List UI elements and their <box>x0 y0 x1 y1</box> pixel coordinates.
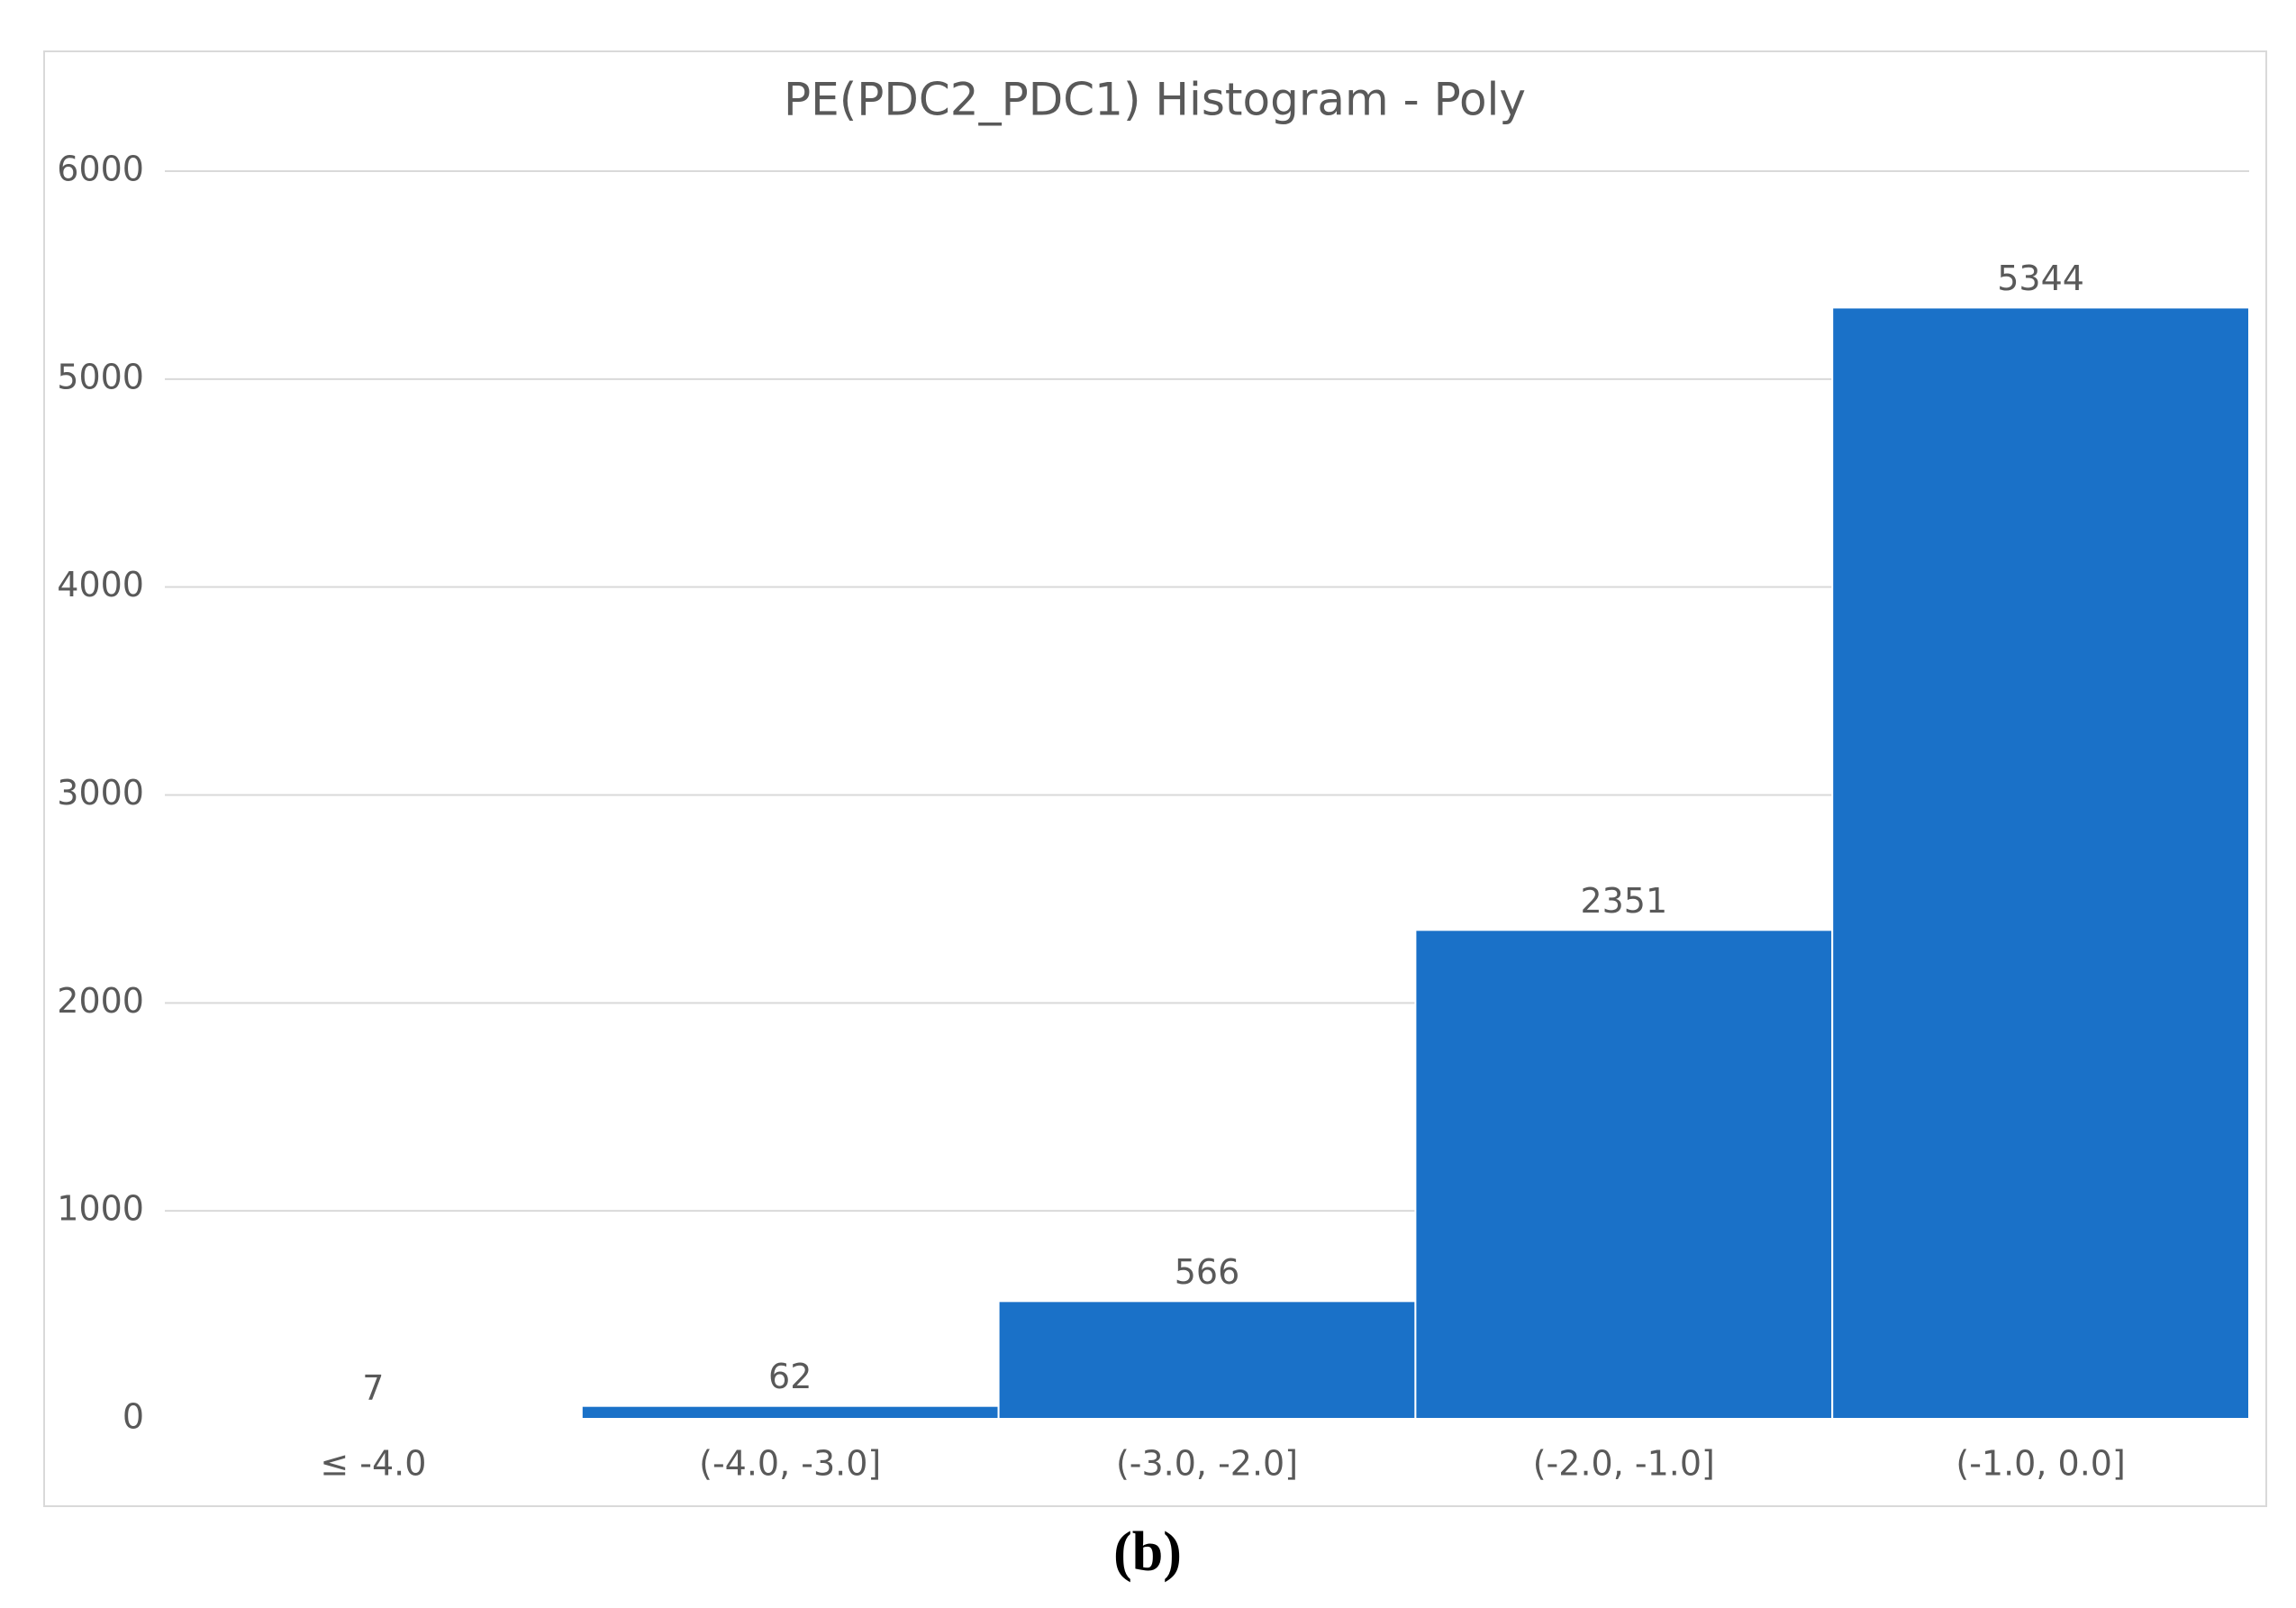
bar <box>997 1300 1417 1421</box>
y-tick-label: 6000 <box>57 150 144 189</box>
x-tick-label: (-1.0, 0.0] <box>1956 1444 2125 1484</box>
data-label: 7 <box>362 1368 384 1408</box>
x-tick-label: (-2.0, -1.0] <box>1533 1444 1715 1484</box>
y-tick-label: 5000 <box>57 357 144 396</box>
y-tick-label: 0 <box>123 1397 144 1437</box>
data-label: 5344 <box>1997 259 2084 298</box>
data-label: 62 <box>768 1357 812 1396</box>
bar <box>580 1404 1000 1421</box>
chart-title: PE(PDC2_PDC1) Histogram - Poly <box>784 74 1526 126</box>
x-tick-label: (-4.0, -3.0] <box>699 1444 881 1484</box>
data-label: 2351 <box>1580 881 1667 921</box>
bar <box>164 1416 583 1420</box>
y-tick-label: 3000 <box>57 773 144 813</box>
y-tick-label: 4000 <box>57 565 144 604</box>
y-tick-label: 2000 <box>57 981 144 1021</box>
bar <box>1831 306 2250 1421</box>
x-tick-label: ≤ -4.0 <box>320 1444 426 1484</box>
data-label: 566 <box>1175 1252 1240 1292</box>
y-tick-label: 1000 <box>57 1189 144 1229</box>
bar <box>1414 929 1834 1420</box>
x-tick-label: (-3.0, -2.0] <box>1116 1444 1298 1484</box>
caption: (b) <box>1113 1522 1182 1583</box>
